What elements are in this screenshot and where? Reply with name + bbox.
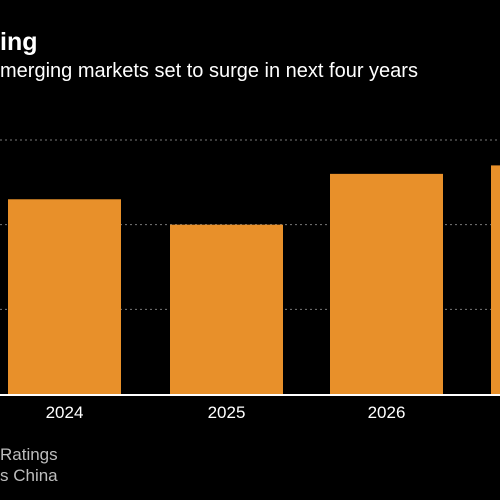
bar-2025 — [170, 224, 283, 394]
x-tick-label-2024: 2024 — [46, 403, 84, 422]
bar-2026 — [330, 173, 443, 394]
bar-partial — [491, 165, 500, 394]
x-tick-label-2026: 2026 — [368, 403, 406, 422]
chart-subtitle: merging markets set to surge in next fou… — [0, 60, 418, 82]
source-note: Ratings — [0, 445, 58, 464]
bar-2024 — [8, 199, 121, 394]
x-tick-label-2025: 2025 — [208, 403, 246, 422]
source-note-continued: s China — [0, 466, 58, 485]
chart-title: ing — [0, 28, 38, 56]
